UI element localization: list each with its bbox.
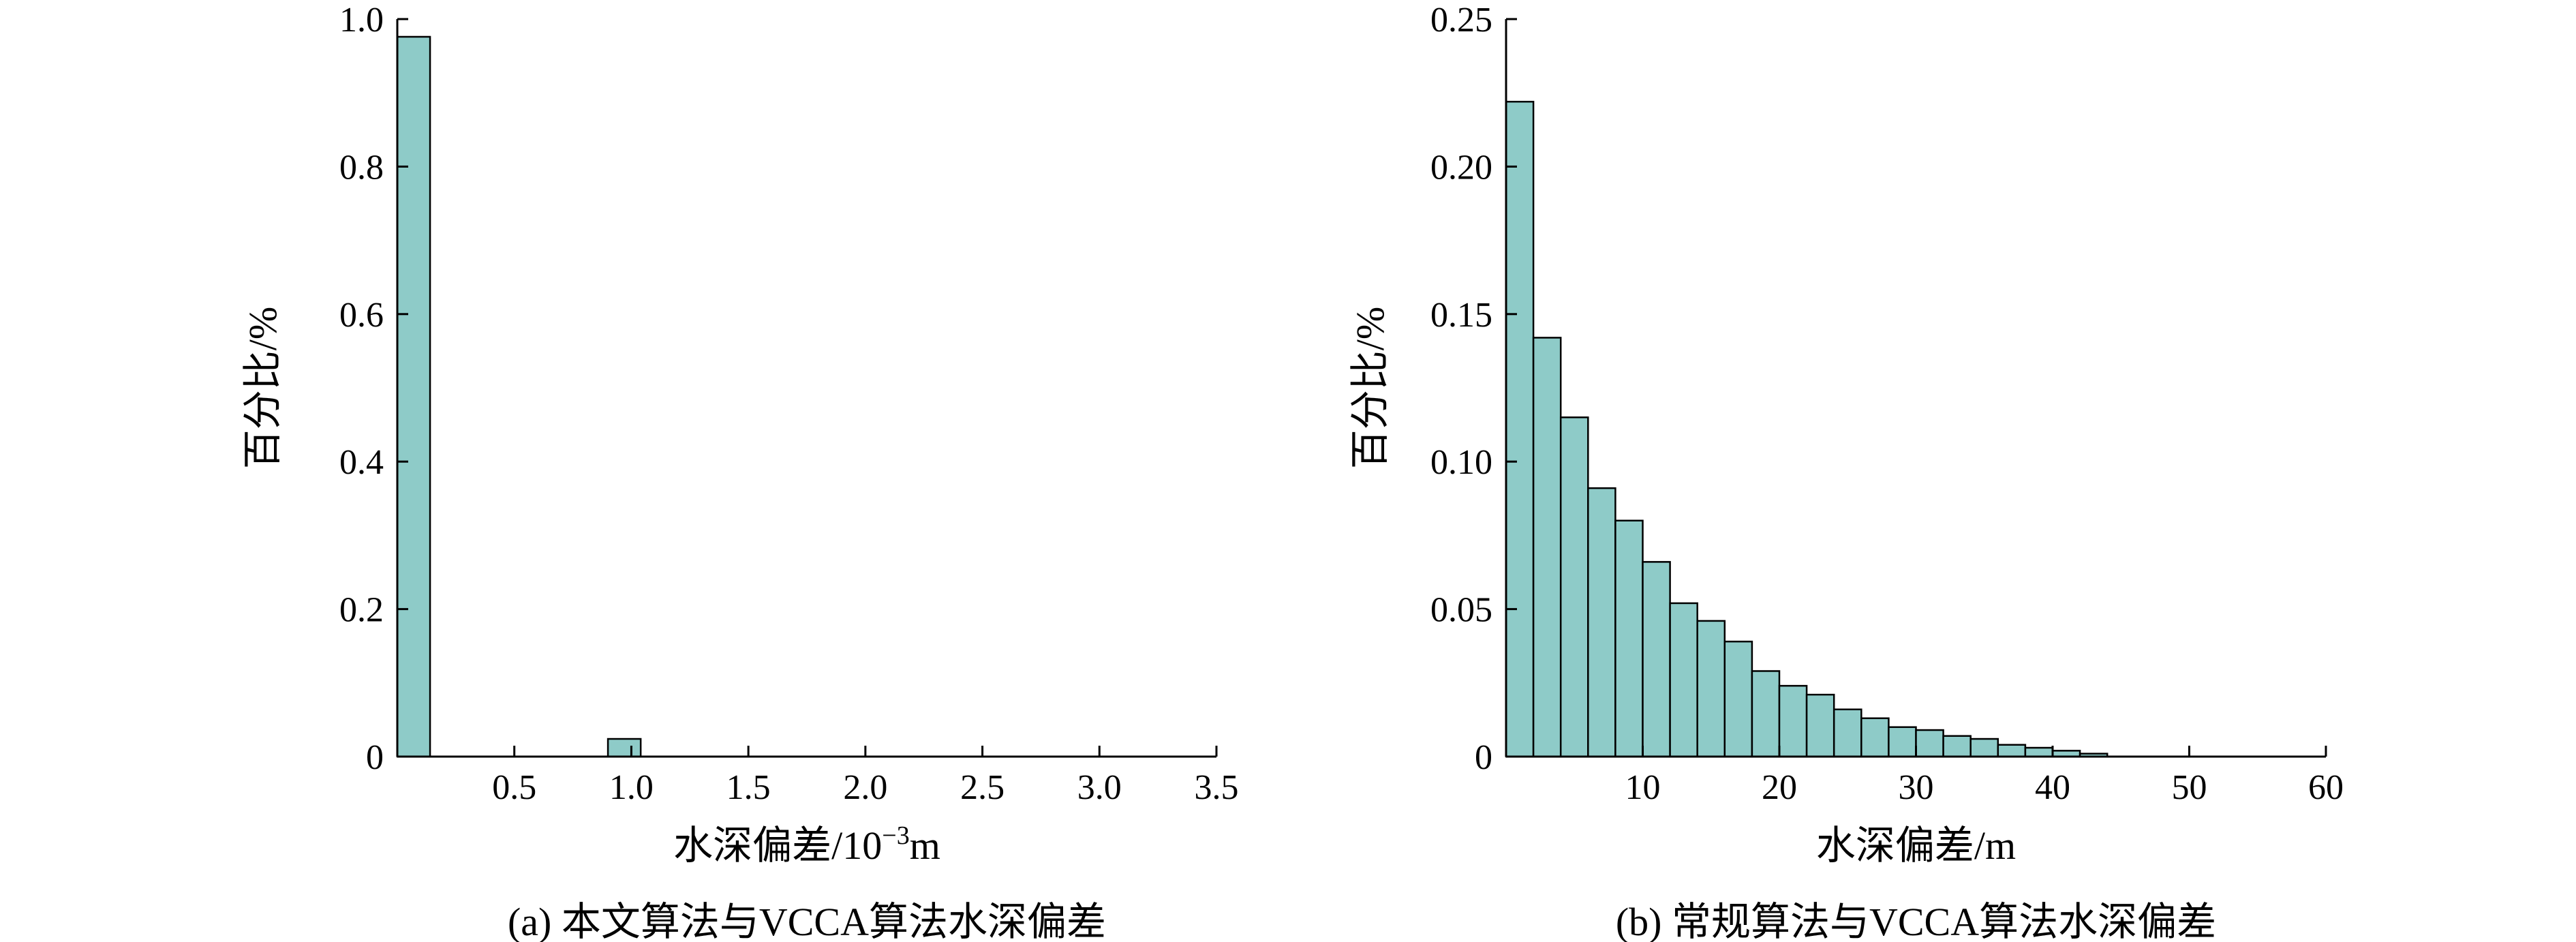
y-axis-label-b: 百分比/% — [1348, 307, 1392, 469]
bar-a-1 — [607, 738, 642, 758]
bar-b-16 — [1942, 735, 1972, 758]
bar-b-13 — [1860, 717, 1890, 758]
x-tick-label-b-1: 20 — [1762, 768, 1797, 807]
y-tick-label-b-1: 0.05 — [1430, 591, 1492, 630]
bar-b-18 — [1997, 744, 2027, 758]
bar-b-9 — [1751, 670, 1781, 758]
bar-b-4 — [1614, 519, 1644, 758]
bar-b-19 — [2024, 746, 2054, 758]
y-tick-label-a-0: 0 — [366, 738, 384, 777]
histogram-panel-a: 0.5 1.0 1.5 2.0 2.5 3.0 3.5 0 0.2 0.4 0.6 0.8 1.0 百… — [241, 1, 1239, 942]
y-tick-label-a-1: 0.2 — [339, 591, 384, 630]
x-tick-label-b-2: 30 — [1899, 768, 1934, 807]
bar-b-1 — [1532, 337, 1562, 758]
bar-b-17 — [1969, 738, 1999, 758]
x-axis-label-a: 水深偏差/10−3m — [673, 821, 940, 868]
x-axis-label-b: 水深偏差/m — [1816, 823, 2016, 868]
y-tick-label-b-2: 0.10 — [1430, 443, 1492, 482]
x-tick-label-a-2: 1.5 — [726, 768, 771, 807]
y-tick-label-a-2: 0.4 — [339, 443, 384, 482]
x-tick-label-b-0: 10 — [1625, 768, 1661, 807]
bar-b-3 — [1587, 487, 1616, 758]
x-tick-label-b-4: 50 — [2172, 768, 2207, 807]
y-tick-label-b-0: 0 — [1475, 738, 1492, 777]
x-tick-label-a-0: 0.5 — [492, 768, 536, 807]
caption-a: (a) 本文算法与VCCA算法水深偏差 — [508, 900, 1106, 942]
bar-b-5 — [1642, 561, 1671, 758]
bar-b-11 — [1805, 693, 1835, 758]
y-tick-label-a-4: 0.8 — [339, 148, 384, 187]
y-tick-label-a-5: 1.0 — [339, 1, 384, 40]
bar-b-0 — [1505, 100, 1535, 758]
bars-b — [1505, 100, 2109, 758]
histogram-panel-b: 10 20 30 40 50 60 0 0.05 0.10 0.15 0.20 0.25 百分比/%… — [1348, 1, 2344, 942]
bars-a — [396, 35, 642, 758]
bar-b-8 — [1723, 640, 1753, 758]
y-tick-label-b-3: 0.15 — [1430, 296, 1492, 335]
bar-b-14 — [1888, 726, 1917, 758]
caption-b: (b) 常规算法与VCCA算法水深偏差 — [1616, 900, 2216, 942]
y-axis-label-a: 百分比/% — [241, 307, 285, 469]
x-axis-label-a-sup: −3 — [882, 821, 909, 850]
x-ticks-a: 0.5 1.0 1.5 2.0 2.5 3.0 3.5 — [492, 746, 1239, 807]
x-tick-label-b-3: 40 — [2035, 768, 2070, 807]
x-axis-label-a-main: 水深偏差/10 — [673, 823, 882, 868]
y-ticks-b: 0 0.05 0.10 0.15 0.20 0.25 — [1430, 1, 1517, 777]
x-tick-label-b-5: 60 — [2308, 768, 2344, 807]
x-tick-label-a-4: 2.5 — [960, 768, 1005, 807]
x-ticks-b: 10 20 30 40 50 60 — [1625, 746, 2344, 807]
y-tick-label-a-3: 0.6 — [339, 296, 384, 335]
x-tick-label-a-3: 2.0 — [843, 768, 887, 807]
bar-a-0 — [396, 35, 431, 758]
bar-b-15 — [1915, 729, 1944, 758]
x-tick-label-a-6: 3.5 — [1195, 768, 1239, 807]
bar-b-6 — [1669, 602, 1698, 758]
y-ticks-a: 0 0.2 0.4 0.6 0.8 1.0 — [339, 1, 408, 777]
bar-b-2 — [1559, 416, 1589, 758]
y-tick-label-b-4: 0.20 — [1430, 148, 1492, 187]
bar-b-10 — [1778, 684, 1808, 758]
x-tick-label-a-1: 1.0 — [609, 768, 654, 807]
x-tick-label-a-5: 3.0 — [1077, 768, 1122, 807]
bar-b-12 — [1833, 708, 1862, 758]
x-axis-label-a-unit: m — [910, 823, 940, 868]
y-tick-label-b-5: 0.25 — [1430, 1, 1492, 40]
bar-b-7 — [1696, 620, 1726, 758]
